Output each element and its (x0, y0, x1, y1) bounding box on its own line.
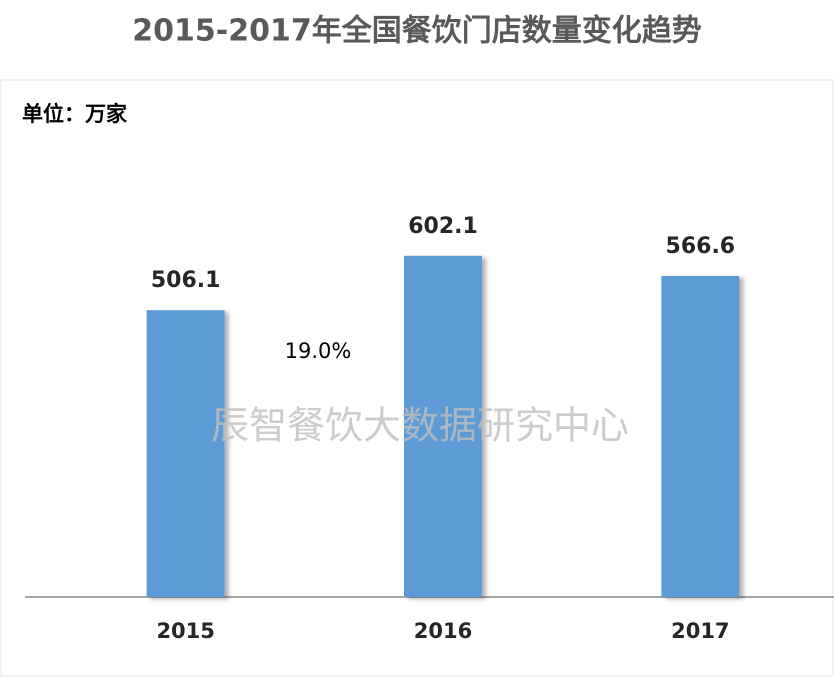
annotation: 19.0% (285, 339, 352, 363)
x-tick-label: 2016 (414, 619, 472, 643)
panel (0, 79, 834, 677)
chart-title: 2015-2017年全国餐饮门店数量变化趋势 (132, 14, 701, 49)
data-label: 566.6 (666, 234, 736, 259)
x-tick-label: 2015 (156, 619, 214, 643)
data-label: 506.1 (151, 268, 221, 293)
watermark: 辰智餐饮大数据研究中心 (211, 404, 629, 448)
x-tick-label: 2017 (671, 619, 729, 643)
bar (404, 255, 482, 597)
bar (661, 275, 740, 597)
bar (146, 310, 225, 597)
unit-label: 单位：万家 (22, 102, 128, 126)
data-label: 602.1 (408, 214, 478, 239)
